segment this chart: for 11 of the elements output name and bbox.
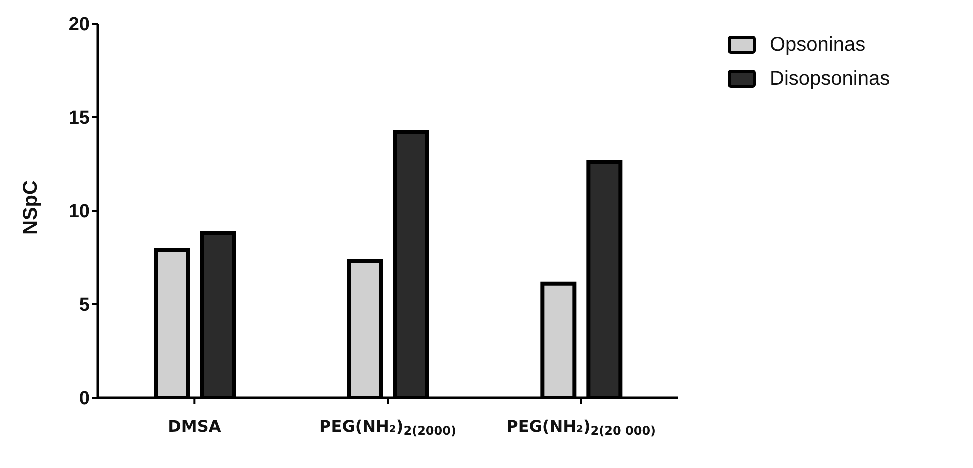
y-tick-label: 20 bbox=[68, 14, 90, 36]
x-tick-label: PEG(NH₂)$_{2(2000)}$ bbox=[320, 417, 456, 438]
x-tick-label: DMSA bbox=[168, 417, 222, 436]
y-tick-label: 5 bbox=[79, 295, 90, 316]
legend-label: Opsoninas bbox=[770, 34, 866, 56]
legend-label: Disopsoninas bbox=[770, 68, 890, 90]
y-axis-title: NSpC bbox=[20, 180, 42, 235]
x-tick-label: PEG(NH₂)$_{2(20 000)}$ bbox=[506, 417, 656, 438]
y-tick-label: 10 bbox=[68, 202, 90, 223]
y-tick-label: 0 bbox=[79, 388, 90, 410]
y-tick-label: 15 bbox=[68, 108, 90, 130]
